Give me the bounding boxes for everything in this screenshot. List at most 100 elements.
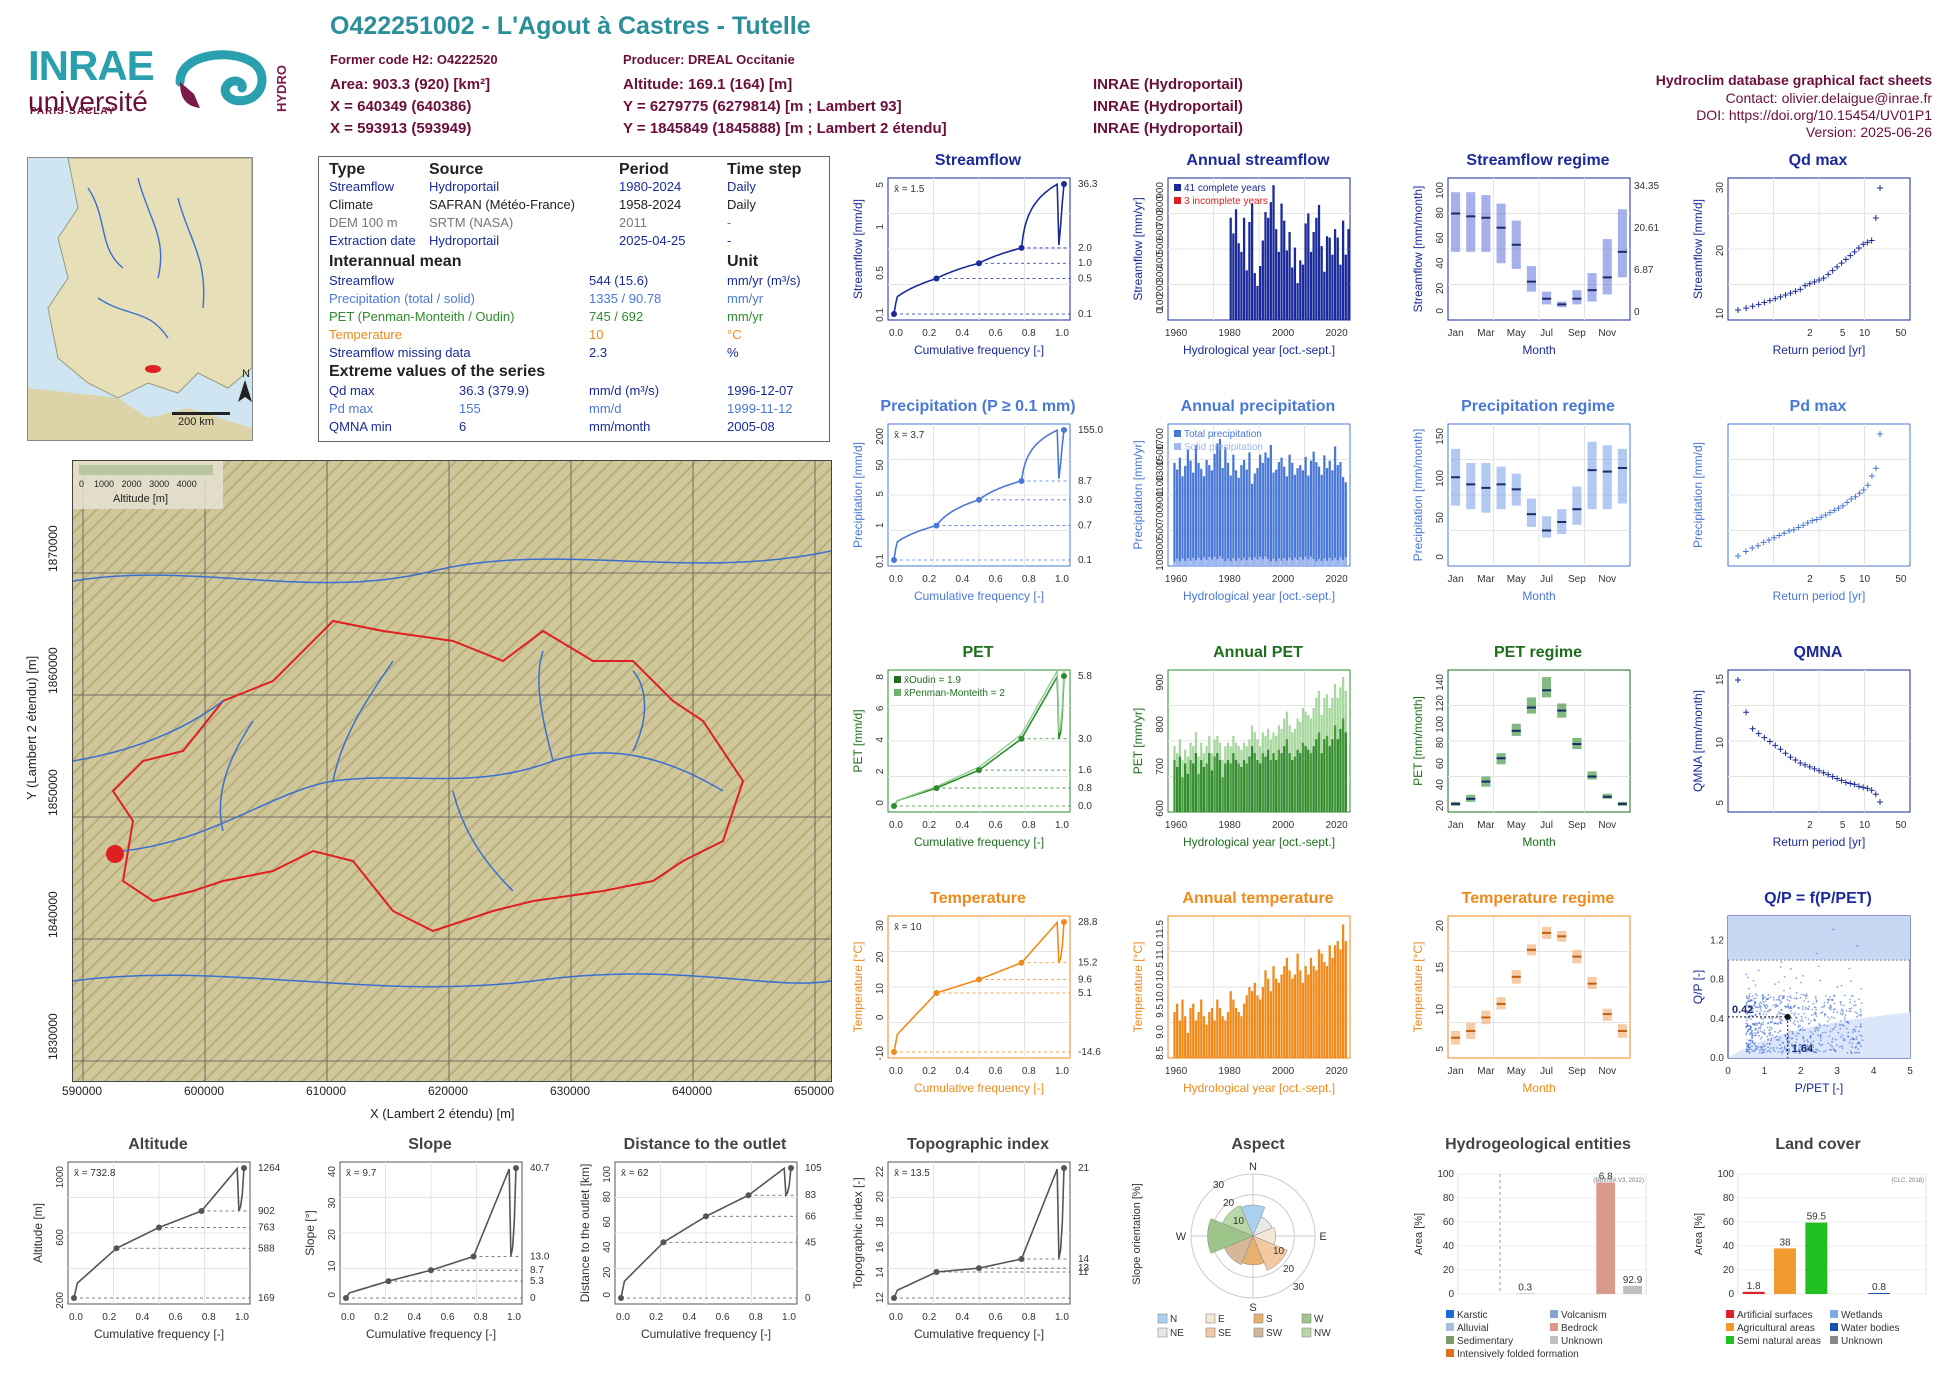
daily-point — [1748, 1028, 1751, 1031]
daily-point — [1754, 1013, 1757, 1016]
daily-point — [1819, 979, 1822, 982]
daily-point — [1850, 1007, 1853, 1010]
x-axis-label: P/PET [-] — [1795, 1081, 1843, 1095]
bar — [1328, 237, 1331, 320]
y-tick-label: 5 — [875, 491, 886, 497]
daily-point — [1807, 1040, 1809, 1043]
daily-point — [1765, 1004, 1768, 1007]
bar — [1229, 763, 1232, 812]
bar — [1234, 209, 1238, 320]
info-period: 2025-04-25 — [619, 233, 686, 248]
x-tick-label: May — [1507, 1066, 1526, 1077]
bar — [1291, 267, 1294, 320]
station-info-table: Type Source Period Time step Streamflow Hydro… — [318, 156, 830, 442]
daily-point — [1817, 1034, 1820, 1037]
x-tick-label: 0 — [1725, 1066, 1731, 1077]
extreme-date: 1999-11-12 — [727, 401, 793, 416]
daily-point — [1814, 1030, 1817, 1032]
daily-point — [1751, 1045, 1753, 1047]
return-point — [1795, 524, 1802, 531]
x-tick-label: Jul — [1540, 820, 1553, 831]
y-axis-label: Precipitation [mm/d] — [1691, 442, 1705, 548]
mean-value: 2.3 — [589, 345, 608, 360]
daily-point — [1759, 1006, 1762, 1009]
map-x-tick: 640000 — [672, 1084, 713, 1098]
daily-point — [1834, 1038, 1837, 1041]
daily-point — [1774, 1006, 1777, 1009]
daily-point — [1828, 995, 1831, 998]
daily-point — [1777, 996, 1780, 999]
bar-solid — [1237, 557, 1240, 566]
x-tick-label: 0.0 — [69, 1312, 83, 1323]
y-tick-label: 0 — [1435, 554, 1446, 560]
bar — [1178, 457, 1181, 566]
x-tick-label: Sep — [1568, 1066, 1586, 1077]
y-tick-label: 700 — [1155, 506, 1166, 523]
bar-solid — [1299, 557, 1302, 566]
box — [1451, 192, 1461, 252]
daily-point — [1819, 1036, 1822, 1039]
x-tick-label: 0.0 — [889, 328, 903, 339]
x-tick-label: 2020 — [1325, 328, 1348, 339]
daily-point — [1830, 1016, 1833, 1018]
return-point — [1797, 759, 1804, 766]
h-type: Type — [329, 161, 366, 178]
chart-title: Aspect — [1231, 1136, 1285, 1153]
info-source: SRTM (NASA) — [429, 215, 514, 230]
bar — [1237, 243, 1240, 320]
ring-label: 10 — [1273, 1246, 1285, 1257]
daily-point — [1782, 1042, 1785, 1044]
x-tick-label: 0.6 — [989, 1066, 1003, 1077]
right-tick-label: 105 — [805, 1163, 822, 1174]
quantile-point — [1061, 1165, 1067, 1171]
daily-point — [1751, 1039, 1754, 1042]
legend-swatch — [1830, 1310, 1838, 1318]
right-tick-label: 5.8 — [1078, 671, 1092, 682]
bar — [1221, 468, 1224, 566]
daily-point — [1768, 1042, 1771, 1045]
version: Version: 2025-06-26 — [1805, 124, 1932, 140]
bar-value-label: 92.9 — [1623, 1275, 1643, 1286]
bar — [1344, 732, 1347, 812]
return-point — [1829, 773, 1836, 780]
legend-swatch — [1205, 1327, 1216, 1338]
daily-point — [1827, 1016, 1829, 1019]
chart-title: PET regime — [1493, 644, 1583, 661]
daily-point — [1840, 1009, 1843, 1012]
bar — [1341, 718, 1345, 812]
return-point — [1826, 509, 1833, 516]
legend-label: Artificial surfaces — [1737, 1310, 1813, 1321]
daily-point — [1760, 1047, 1763, 1049]
y-tick-label: 500 — [1155, 238, 1166, 255]
bar — [1336, 465, 1339, 566]
y-tick-label: 60 — [1443, 1217, 1455, 1228]
daily-point — [1819, 1044, 1822, 1047]
daily-point — [1754, 1042, 1757, 1044]
extreme-value: 155 — [459, 401, 481, 416]
y-tick-label: 5 — [875, 182, 886, 188]
daily-point — [1799, 1024, 1801, 1027]
y-tick-label: 10.0 — [1155, 983, 1166, 1003]
quantile-point — [933, 275, 940, 282]
category-bar — [1623, 1285, 1642, 1294]
y-tick-label: 900 — [1155, 674, 1166, 691]
right-tick-label: 0 — [805, 1293, 811, 1304]
daily-point — [1747, 1050, 1749, 1053]
daily-point — [1829, 1004, 1832, 1007]
return-point — [1800, 522, 1807, 529]
right-tick-label: 83 — [805, 1190, 817, 1201]
daily-point — [1757, 969, 1760, 972]
x-tick-label: 2020 — [1325, 574, 1348, 585]
bar-solid — [1226, 558, 1230, 566]
bar — [1208, 465, 1211, 566]
bar — [1194, 1020, 1198, 1058]
daily-point — [1756, 1022, 1759, 1025]
bar — [1237, 1012, 1240, 1058]
daily-point — [1791, 1037, 1794, 1040]
daily-point — [1829, 1030, 1832, 1033]
box — [1466, 192, 1476, 252]
daily-point — [1779, 1029, 1782, 1032]
daily-point — [1788, 1030, 1791, 1033]
